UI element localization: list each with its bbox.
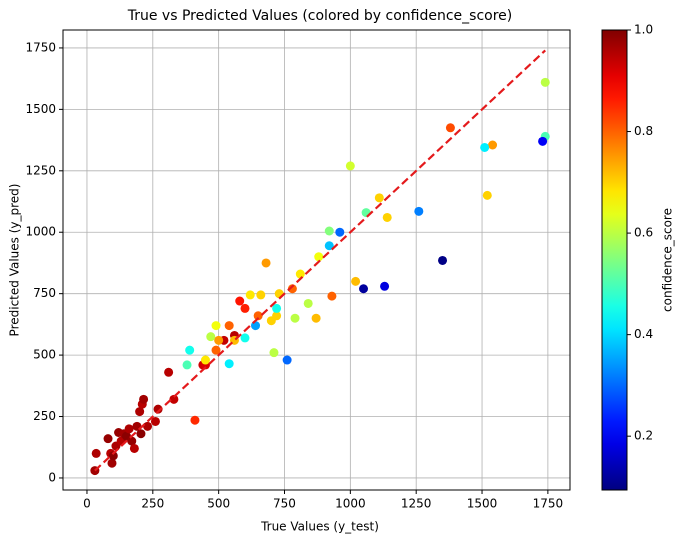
scatter-point xyxy=(382,212,392,222)
x-tick-label: 750 xyxy=(273,497,296,511)
scatter-point xyxy=(143,421,153,431)
scatter-point xyxy=(345,161,355,171)
x-tick-label: 0 xyxy=(83,497,91,511)
colorbar-tick-label: 0.2 xyxy=(634,429,653,443)
scatter-point xyxy=(169,394,179,404)
scatter-point xyxy=(380,281,390,291)
scatter-point xyxy=(240,333,250,343)
scatter-point xyxy=(182,360,192,370)
scatter-point xyxy=(282,355,292,365)
scatter-point xyxy=(235,296,245,306)
scatter-point xyxy=(107,458,117,468)
scatter-point xyxy=(335,227,345,237)
scatter-point xyxy=(224,359,234,369)
scatter-point xyxy=(445,123,455,133)
x-tick-label: 1750 xyxy=(533,497,564,511)
x-tick-label: 250 xyxy=(141,497,164,511)
scatter-point xyxy=(103,434,113,444)
scatter-point xyxy=(253,311,263,321)
y-tick-label: 1750 xyxy=(25,40,56,54)
scatter-point xyxy=(135,407,145,417)
chart-title: True vs Predicted Values (colored by con… xyxy=(127,8,513,24)
scatter-point xyxy=(150,416,160,426)
y-tick-label: 500 xyxy=(33,348,56,362)
scatter-point xyxy=(214,335,224,345)
scatter-point xyxy=(245,290,255,300)
scatter-point xyxy=(438,255,448,265)
scatter-point xyxy=(374,193,384,203)
colorbar-tick-label: 0.6 xyxy=(634,226,653,240)
y-tick-label: 1000 xyxy=(25,225,56,239)
colorbar-tick-label: 0.8 xyxy=(634,124,653,138)
scatter-point xyxy=(327,291,337,301)
scatter-point xyxy=(295,269,305,279)
scatter-point xyxy=(480,142,490,152)
scatter-point xyxy=(272,311,282,321)
scatter-point xyxy=(324,226,334,236)
scatter-point xyxy=(311,313,321,323)
reference-line xyxy=(94,49,546,472)
scatter-point xyxy=(108,451,118,461)
scatter-point xyxy=(261,258,271,268)
scatter-point xyxy=(256,290,266,300)
scatter-point xyxy=(206,332,216,342)
scatter-point xyxy=(482,190,492,200)
x-tick-label: 1000 xyxy=(335,497,366,511)
scatter-point xyxy=(200,355,210,365)
scatter-point xyxy=(124,424,134,434)
scatter-point xyxy=(127,436,137,446)
y-tick-label: 0 xyxy=(48,470,56,484)
plot-frame xyxy=(62,29,571,491)
scatter-point xyxy=(359,284,369,294)
scatter-point xyxy=(185,345,195,355)
scatter-point xyxy=(314,252,324,262)
scatter-point xyxy=(190,415,200,425)
scatter-point xyxy=(211,345,221,355)
scatter-point xyxy=(139,394,149,404)
scatter-point xyxy=(303,298,313,308)
scatter-point xyxy=(538,136,548,146)
scatter-point xyxy=(136,429,146,439)
y-tick-label: 750 xyxy=(33,286,56,300)
y-tick-label: 1500 xyxy=(25,102,56,116)
scatter-point xyxy=(414,206,424,216)
colorbar-tick-label: 0.4 xyxy=(634,327,653,341)
x-tick-label: 500 xyxy=(207,497,230,511)
y-tick-label: 1250 xyxy=(25,163,56,177)
colorbar xyxy=(601,29,628,491)
scatter-point xyxy=(324,241,334,251)
y-tick-label: 250 xyxy=(33,409,56,423)
y-axis-label: Predicted Values (y_pred) xyxy=(8,184,22,337)
colorbar-tick-label: 1.0 xyxy=(634,23,653,37)
x-tick-label: 1250 xyxy=(401,497,432,511)
scatter-point xyxy=(540,77,550,87)
x-axis-label: True Values (y_test) xyxy=(260,520,379,534)
scatter-point xyxy=(164,367,174,377)
scatter-point xyxy=(488,140,498,150)
scatter-point xyxy=(287,284,297,294)
scatter-point xyxy=(91,448,101,458)
scatter-point xyxy=(129,443,139,453)
scatter-point xyxy=(272,303,282,313)
scatter-point xyxy=(153,404,163,414)
scatter-point xyxy=(351,276,361,286)
x-tick-label: 1500 xyxy=(467,497,498,511)
scatter-point xyxy=(211,321,221,331)
scatter-point xyxy=(240,303,250,313)
scatter-point xyxy=(269,348,279,358)
colorbar-label: confidence_score xyxy=(661,208,675,312)
scatter-point xyxy=(290,313,300,323)
scatter-point xyxy=(224,321,234,331)
